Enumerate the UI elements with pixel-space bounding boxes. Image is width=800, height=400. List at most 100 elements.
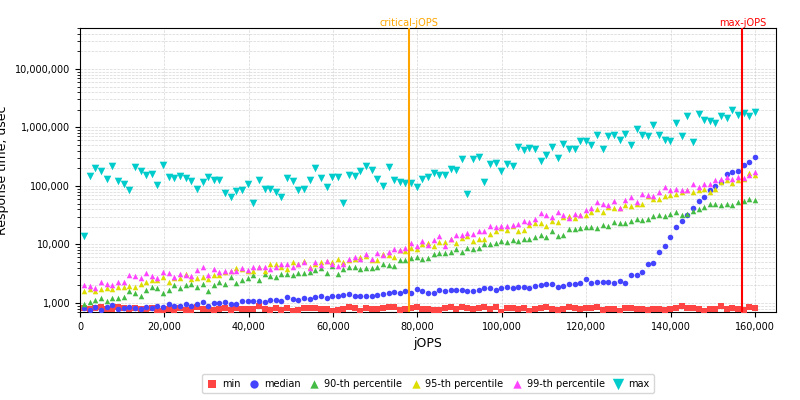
99-th percentile bbox=[433, 233, 446, 240]
min bbox=[354, 308, 366, 314]
median bbox=[366, 292, 378, 299]
99-th percentile bbox=[636, 191, 649, 197]
min bbox=[168, 307, 181, 313]
max bbox=[472, 154, 485, 160]
median bbox=[309, 294, 322, 300]
max bbox=[726, 107, 738, 113]
max bbox=[371, 176, 384, 182]
min bbox=[743, 304, 756, 310]
median bbox=[670, 224, 682, 230]
95-th percentile bbox=[196, 274, 209, 280]
min bbox=[242, 306, 254, 312]
99-th percentile bbox=[275, 260, 288, 267]
99-th percentile bbox=[427, 236, 440, 243]
max bbox=[146, 171, 158, 177]
95-th percentile bbox=[670, 191, 682, 198]
max bbox=[320, 184, 333, 191]
99-th percentile bbox=[342, 255, 355, 262]
max bbox=[281, 174, 294, 181]
median bbox=[714, 179, 727, 185]
median bbox=[444, 286, 457, 293]
max bbox=[749, 109, 762, 116]
90-th percentile bbox=[557, 232, 570, 238]
95-th percentile bbox=[337, 259, 350, 265]
min bbox=[658, 306, 671, 313]
99-th percentile bbox=[546, 214, 558, 220]
min bbox=[416, 306, 429, 312]
99-th percentile bbox=[664, 187, 677, 194]
median bbox=[625, 272, 638, 278]
max bbox=[382, 164, 395, 170]
median bbox=[185, 303, 198, 309]
95-th percentile bbox=[546, 217, 558, 224]
min bbox=[642, 307, 654, 314]
90-th percentile bbox=[647, 213, 660, 219]
max bbox=[134, 168, 147, 174]
median bbox=[410, 286, 423, 292]
max bbox=[444, 166, 457, 172]
median bbox=[146, 305, 158, 311]
max bbox=[162, 174, 175, 180]
99-th percentile bbox=[326, 261, 338, 267]
max bbox=[129, 163, 142, 170]
max bbox=[568, 145, 581, 152]
min bbox=[94, 304, 107, 310]
90-th percentile bbox=[568, 226, 581, 232]
max bbox=[540, 152, 553, 158]
90-th percentile bbox=[670, 209, 682, 215]
95-th percentile bbox=[478, 236, 490, 242]
median bbox=[523, 285, 536, 291]
max bbox=[585, 142, 598, 148]
max bbox=[557, 141, 570, 147]
95-th percentile bbox=[185, 276, 198, 282]
99-th percentile bbox=[518, 218, 530, 224]
median bbox=[258, 298, 271, 305]
95-th percentile bbox=[236, 265, 249, 272]
min bbox=[342, 304, 355, 310]
min bbox=[218, 305, 231, 312]
median bbox=[236, 298, 249, 304]
min bbox=[427, 307, 440, 313]
min bbox=[686, 305, 699, 312]
95-th percentile bbox=[213, 272, 226, 278]
95-th percentile bbox=[466, 238, 479, 244]
90-th percentile bbox=[202, 288, 214, 294]
90-th percentile bbox=[377, 261, 390, 267]
min bbox=[749, 304, 762, 311]
median bbox=[94, 307, 107, 313]
max bbox=[703, 118, 716, 124]
max bbox=[619, 131, 632, 138]
99-th percentile bbox=[590, 199, 603, 206]
max bbox=[455, 156, 468, 162]
95-th percentile bbox=[585, 209, 598, 215]
median bbox=[382, 290, 395, 297]
90-th percentile bbox=[698, 204, 710, 210]
95-th percentile bbox=[151, 277, 164, 283]
90-th percentile bbox=[675, 212, 688, 218]
Text: max-jOPS: max-jOPS bbox=[718, 18, 766, 28]
99-th percentile bbox=[298, 259, 310, 265]
95-th percentile bbox=[518, 227, 530, 233]
max bbox=[518, 147, 530, 154]
90-th percentile bbox=[89, 296, 102, 303]
median bbox=[286, 295, 299, 302]
max bbox=[106, 163, 118, 169]
median bbox=[416, 288, 429, 294]
90-th percentile bbox=[686, 208, 699, 214]
90-th percentile bbox=[118, 294, 130, 300]
median bbox=[602, 279, 614, 285]
max bbox=[112, 178, 125, 184]
min bbox=[557, 306, 570, 312]
99-th percentile bbox=[732, 174, 745, 180]
min bbox=[129, 305, 142, 311]
median bbox=[247, 298, 260, 304]
min bbox=[89, 304, 102, 311]
min bbox=[703, 306, 716, 312]
min bbox=[281, 305, 294, 312]
min bbox=[534, 305, 547, 311]
min bbox=[151, 308, 164, 314]
median bbox=[281, 294, 294, 300]
max bbox=[636, 131, 649, 138]
95-th percentile bbox=[625, 203, 638, 209]
median bbox=[529, 282, 542, 289]
